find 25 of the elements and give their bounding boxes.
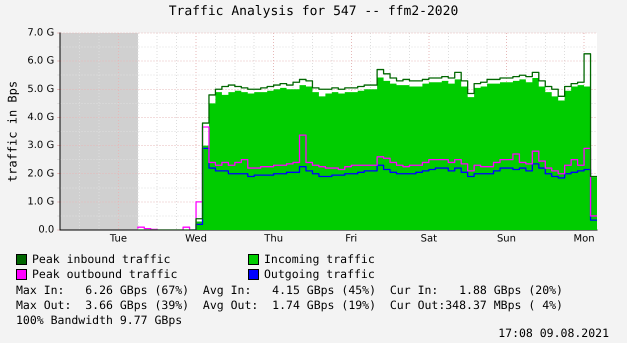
y-tick-label: 4.0 G [27,112,54,124]
x-tick-label: Tue [108,234,127,245]
x-tick-label: Mon [574,234,595,245]
x-tick-label: Sat [420,234,438,245]
y-tick-label: 5.0 G [27,84,54,95]
x-tick-label: Fri [345,234,358,245]
x-tick-label: Thu [263,234,284,245]
x-tick-label: Sun [496,234,516,245]
legend-label: Peak outbound traffic [31,267,178,281]
y-tick-label: 0.0 [38,224,54,236]
y-axis-title: traffic in Bps [5,80,20,182]
text: Max Out: 3.66 GBps (39%) Avg Out: 1.74 GBps (19%) Cur Out:348.37 MBps ( 4%) [16,298,563,312]
y-tick-label: 7.0 G [27,28,54,39]
y-tick-label: 1.0 G [27,196,54,208]
y-tick-label: 6.0 G [27,56,54,67]
legend-label: Peak inbound traffic [31,252,172,266]
text: Max In: 6.26 GBps (67%) Avg In: 4.15 GBps (45%) Cur In: 1.88 GBps (20%) [16,283,563,297]
legend-label: Outgoing traffic [263,267,376,281]
y-tick-label: 3.0 G [27,140,54,152]
text: 100% Bandwidth 9.77 GBps [16,313,182,327]
series-label: Incoming traffic [263,252,376,266]
text: 17:08 09.08.2021 [498,326,609,340]
x-tick-label: Wed [185,234,207,245]
chart-title: Traffic Analysis for 547 -- ffm2-2020 [168,4,460,19]
y-tick-label: 2.0 G [27,168,54,180]
